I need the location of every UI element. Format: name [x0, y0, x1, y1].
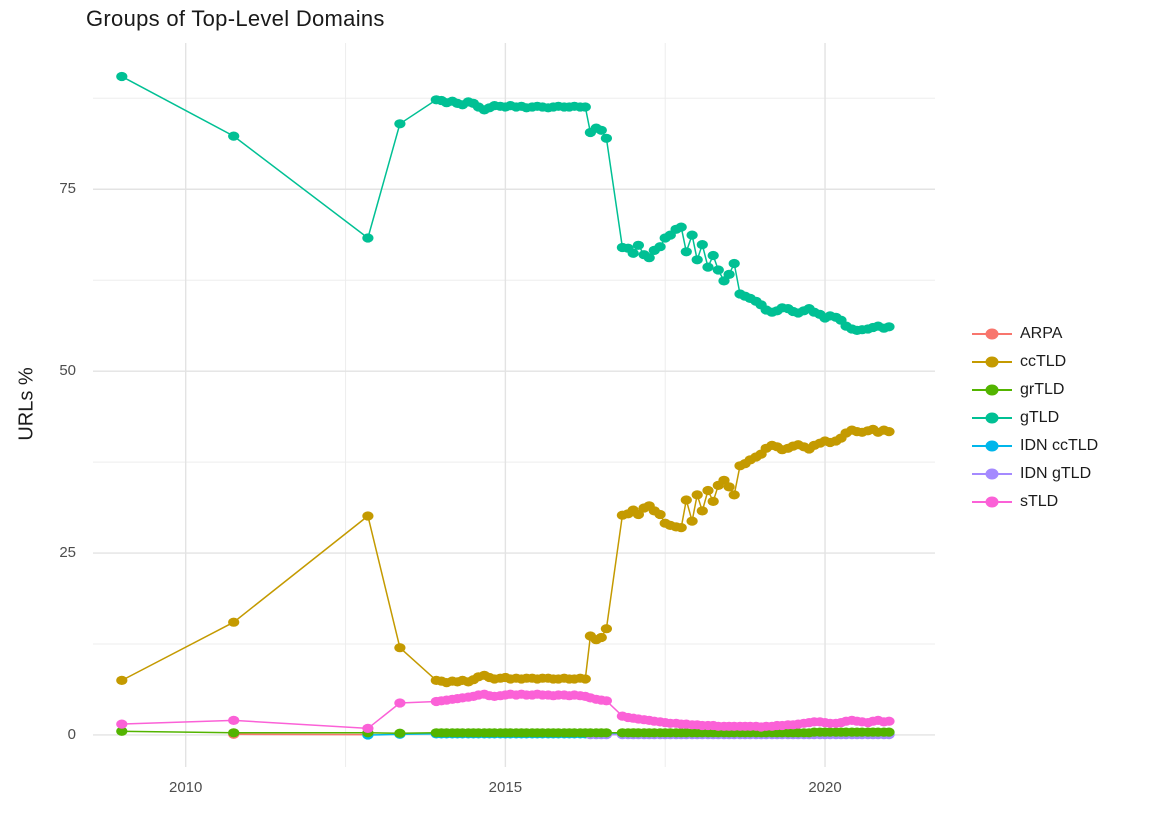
legend-label: IDN gTLD: [1020, 465, 1092, 482]
series-point-gtld: [702, 262, 714, 272]
series-point-cctld: [728, 490, 740, 500]
legend-item-arpa: ARPA: [972, 320, 1098, 348]
legend-key-icon: [972, 467, 1012, 481]
x-tick-label: 2020: [808, 779, 842, 796]
series-point-gtld: [728, 258, 740, 269]
legend-label: IDN ccTLD: [1020, 437, 1099, 454]
series-point-gtld: [579, 102, 591, 112]
series-point-stld: [362, 723, 374, 734]
series-point-grtld: [116, 726, 128, 736]
legend-key-icon: [972, 495, 1012, 509]
series-point-cctld: [675, 523, 687, 533]
y-tick-label: 25: [59, 544, 76, 562]
series-point-gtld: [228, 131, 240, 141]
legend-key-icon: [972, 327, 1012, 341]
series-point-gtld: [691, 255, 703, 265]
x-tick-label: 2015: [488, 779, 523, 796]
legend-item-gtld: gTLD: [972, 404, 1098, 432]
series-point-cctld: [228, 617, 240, 627]
series-point-cctld: [362, 511, 374, 521]
legend-item-stld: sTLD: [972, 488, 1098, 516]
series-point-gtld: [680, 247, 692, 257]
legend-key-dot: [985, 440, 999, 452]
legend-key-dot: [985, 496, 999, 508]
series-point-cctld: [632, 509, 645, 520]
legend-key-dot: [985, 412, 999, 424]
series-point-cctld: [883, 427, 895, 437]
legend-key-icon: [972, 355, 1012, 369]
series-point-stld: [228, 715, 240, 726]
series-point-grtld: [394, 728, 406, 738]
series-point-cctld: [654, 509, 666, 520]
series-point-gtld: [723, 269, 735, 279]
series-point-gtld: [595, 125, 607, 135]
series-point-stld: [600, 696, 613, 706]
legend-label: grTLD: [1020, 381, 1065, 398]
series-point-cctld: [394, 643, 406, 653]
legend-key-dot: [985, 384, 999, 396]
series-point-grtld: [228, 728, 240, 738]
series-point-cctld: [686, 516, 698, 526]
series-point-gtld: [696, 240, 708, 250]
series-point-stld: [116, 719, 128, 729]
series-point-cctld: [691, 490, 703, 500]
x-tick-label: 2010: [169, 779, 203, 796]
legend: ARPA ccTLD grTLD gTLD IDN ccTLD IDN gTLD sTLD: [972, 320, 1098, 516]
legend-key-icon: [972, 383, 1012, 397]
legend-key-dot: [985, 356, 999, 368]
series-point-stld: [394, 698, 406, 708]
series-point-cctld: [579, 674, 591, 684]
series-point-gtld: [627, 248, 639, 258]
legend-key-dot: [985, 328, 999, 340]
y-tick-label: 0: [67, 725, 76, 743]
legend-label: sTLD: [1020, 493, 1059, 510]
series-point-gtld: [718, 276, 730, 286]
series-point-gtld: [883, 322, 895, 332]
series-point-cctld: [595, 632, 607, 643]
series-point-cctld: [723, 482, 735, 492]
series-point-gtld: [632, 240, 645, 250]
series-point-cctld: [718, 475, 730, 485]
legend-key-icon: [972, 439, 1012, 453]
chart-title: Groups of Top-Level Domains: [86, 6, 385, 31]
legend-key-dot: [985, 468, 999, 480]
series-point-gtld: [686, 230, 698, 240]
legend-item-idn-cctld: IDN ccTLD: [972, 432, 1098, 460]
series-point-cctld: [116, 675, 128, 686]
series-point-gtld: [712, 265, 724, 275]
legend-label: ccTLD: [1020, 353, 1067, 370]
series-point-gtld: [675, 222, 687, 232]
series-point-cctld: [707, 496, 719, 506]
legend-key-icon: [972, 411, 1012, 425]
series-point-gtld: [654, 242, 666, 252]
legend-label: gTLD: [1020, 409, 1060, 426]
series-point-gtld: [394, 119, 406, 129]
series-point-grtld: [600, 728, 613, 738]
y-tick-label: 50: [59, 362, 76, 380]
series-point-cctld: [696, 506, 708, 516]
legend-item-idn-gtld: IDN gTLD: [972, 460, 1098, 488]
series-point-cctld: [600, 624, 613, 634]
series-point-grtld: [883, 727, 895, 737]
series-point-stld: [883, 716, 895, 726]
series-point-gtld: [643, 253, 655, 263]
series-point-gtld: [362, 233, 374, 243]
series-point-gtld: [116, 71, 128, 82]
legend-item-cctld: ccTLD: [972, 348, 1098, 376]
series-point-gtld: [707, 250, 719, 261]
legend-item-grtld: grTLD: [972, 376, 1098, 404]
series-point-gtld: [600, 133, 613, 143]
series-point-cctld: [680, 495, 692, 505]
legend-label: ARPA: [1020, 325, 1063, 342]
y-tick-label: 75: [59, 180, 76, 198]
series-point-cctld: [702, 485, 714, 496]
